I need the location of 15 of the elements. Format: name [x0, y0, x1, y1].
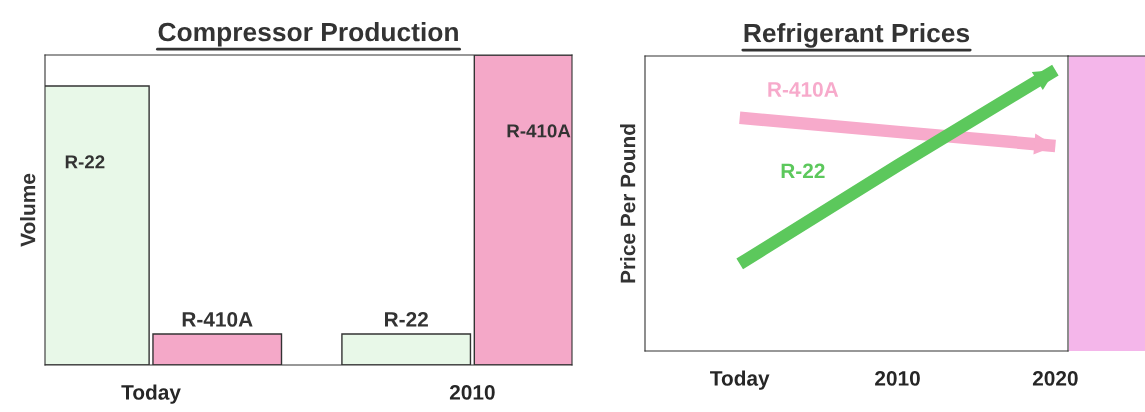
series-label: R-22	[781, 163, 825, 179]
x-tick-label: 2010	[875, 370, 920, 386]
y-axis-title: Volume	[20, 173, 36, 247]
x-tick-label: Today	[121, 384, 181, 404]
x-tick-label: 2020	[1032, 370, 1078, 386]
chart-title: Compressor Production	[158, 21, 458, 47]
text: R-22	[65, 155, 105, 169]
series-label: R-22	[385, 312, 428, 327]
x-tick-label: Today	[710, 370, 770, 390]
x-tick-label: 2010	[449, 384, 495, 400]
series-label: R-410A	[182, 312, 253, 327]
chart-title: Refrigerant Prices	[744, 22, 970, 48]
series-label: R-410A	[768, 82, 839, 97]
text: R-410A	[507, 124, 571, 138]
y-axis-title: Price Per Pound	[620, 124, 636, 283]
